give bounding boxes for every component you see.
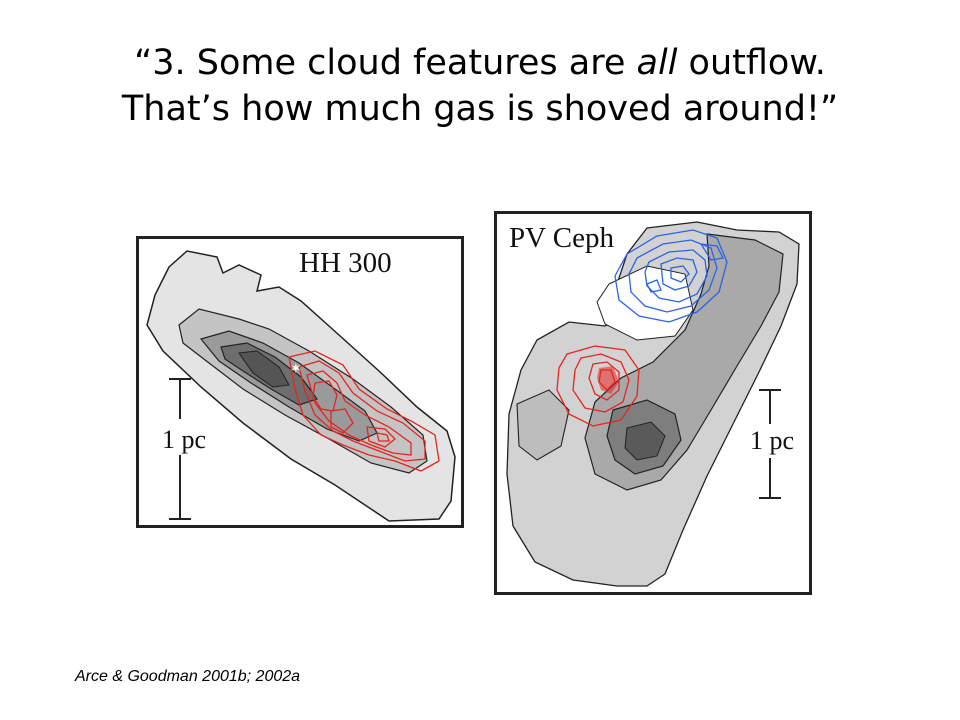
title-text-end: outflow.: [677, 43, 826, 83]
cloud-contour-core: [238, 350, 290, 388]
pvceph-map-panel: PV Ceph 1 pc: [494, 211, 812, 595]
cloud-contour-lower: [516, 389, 570, 461]
blueshifted-outflow-contours: [614, 229, 728, 323]
hh300-scale-bar: [169, 378, 191, 520]
redshifted-peak: [597, 366, 619, 394]
pvceph-map: [506, 221, 800, 587]
hh300-map: ✶: [146, 250, 456, 522]
slide-title: “3. Some cloud features are all outflow.…: [0, 40, 960, 132]
title-line-2: That’s how much gas is shoved around!”: [121, 89, 839, 129]
pvceph-label: PV Ceph: [509, 222, 615, 254]
title-line-1: “3. Some cloud features are all outflow.: [0, 40, 960, 86]
hh300-scale-label: 1 pc: [161, 425, 208, 455]
title-open-quote: “: [134, 43, 153, 83]
title-text: 3. Some cloud features are: [152, 43, 637, 83]
hh300-label: HH 300: [299, 247, 392, 279]
title-emphasis: all: [636, 43, 678, 83]
cloud-contour-darkest: [624, 421, 666, 461]
hh300-map-panel: ✶ HH 300 1 pc: [136, 236, 464, 528]
star-marker: ✶: [290, 361, 302, 377]
pvceph-scale-label: 1 pc: [749, 426, 796, 456]
citation: Arce & Goodman 2001b; 2002a: [75, 668, 301, 685]
redshifted-outflow-contours: [288, 350, 440, 472]
pvceph-scale-bar: [759, 389, 781, 499]
